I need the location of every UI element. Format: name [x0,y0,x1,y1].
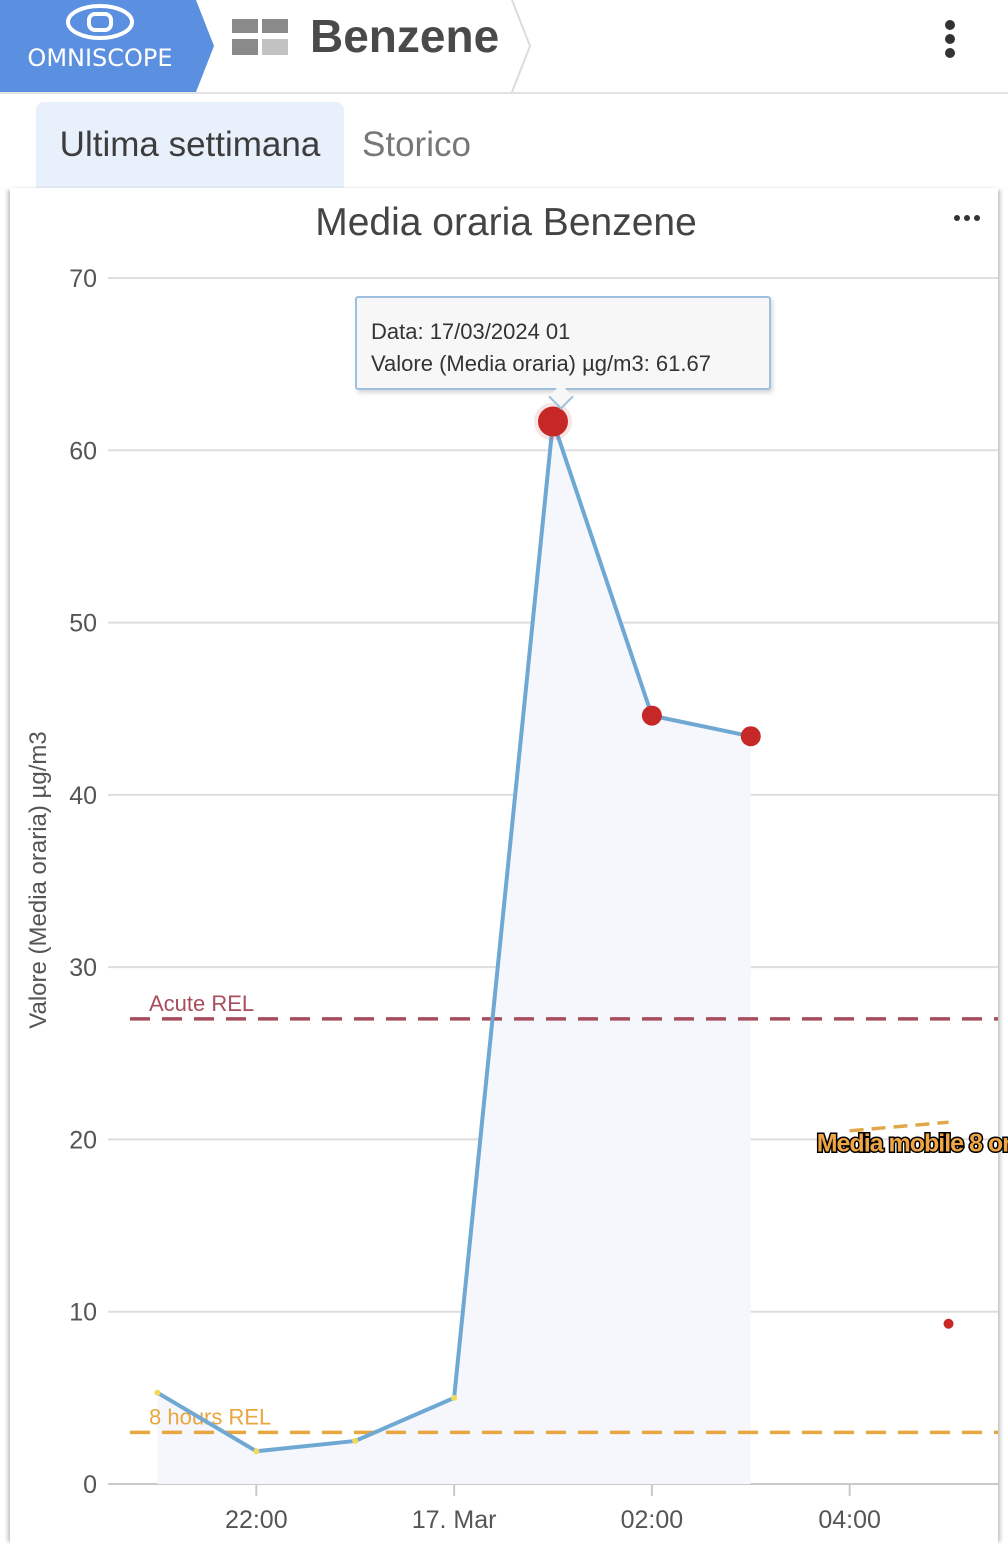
moving-average-line [849,1120,949,1133]
top-bar: OMNISCOPE Benzene [0,0,1008,94]
data-point[interactable] [538,406,568,437]
series-area [157,421,751,1484]
chart-title: Media oraria Benzene [315,201,697,244]
tab-ultima-settimana[interactable]: Ultima settimana [36,102,344,188]
brand-logo[interactable]: OMNISCOPE [0,0,214,92]
data-point[interactable] [253,1448,260,1455]
breadcrumb-chevron [511,0,532,92]
x-tick-label: 02:00 [621,1506,684,1534]
data-point[interactable] [641,705,662,726]
tooltip-date: Data: 17/03/2024 01 [371,319,571,344]
y-tick-label: 20 [69,1126,97,1154]
x-tick-label: 22:00 [225,1506,288,1534]
x-tick-label: 17. Mar [412,1506,497,1534]
threshold-label: Acute REL [149,991,254,1016]
more-vert-icon[interactable] [932,14,968,62]
data-point[interactable] [154,1389,161,1396]
y-axis-label: Valore (Media oraria) µg/m3 [25,731,52,1029]
y-tick-label: 60 [69,437,97,465]
y-tick-label: 0 [83,1471,97,1499]
more-horiz-icon[interactable] [954,215,980,221]
y-tick-label: 40 [69,782,97,810]
tab-storico[interactable]: Storico [362,125,471,164]
y-tick-label: 10 [69,1299,97,1327]
y-tick-label: 50 [69,610,97,638]
data-point[interactable] [451,1394,458,1401]
series-annotation: Media mobile 8 ore [817,1129,1008,1157]
x-tick-label: 04:00 [818,1506,881,1534]
page-title: Benzene [310,10,500,62]
tab-bar: Ultima settimana Storico [0,94,1008,188]
data-point[interactable] [740,726,761,747]
eye-logo-icon [66,4,134,40]
brand-name: OMNISCOPE [27,44,173,72]
y-tick-label: 70 [69,265,97,293]
tooltip-value: Valore (Media oraria) µg/m3: 61.67 [371,351,711,376]
breadcrumb[interactable] [214,0,534,92]
chart: Media oraria Benzene 0 10 20 30 40 50 60 70 22:… [25,201,1008,1534]
dashboard-icon [232,19,288,55]
data-point[interactable] [943,1318,954,1329]
data-point[interactable] [352,1437,359,1444]
y-tick-label: 30 [69,954,97,982]
data-tooltip: Data: 17/03/2024 01 Valore (Media oraria… [355,296,771,410]
brand-background [0,0,214,92]
